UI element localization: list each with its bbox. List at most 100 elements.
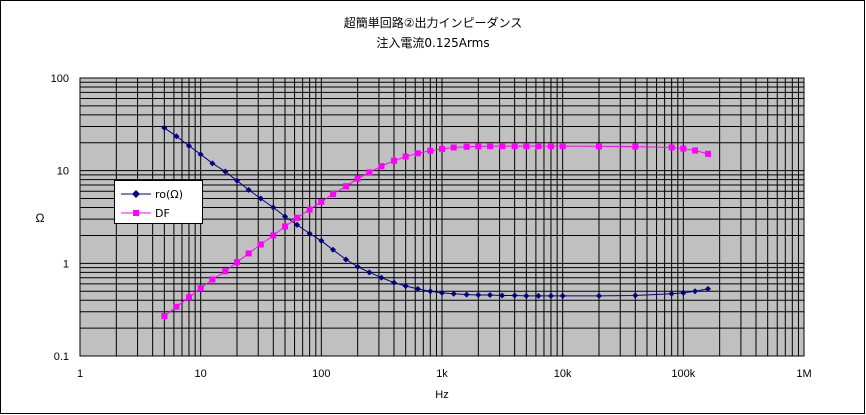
data-point-ro xyxy=(668,290,675,297)
data-point-df xyxy=(463,143,470,150)
data-point-ro xyxy=(233,177,240,184)
legend-label-ro: ro(Ω) xyxy=(155,187,183,201)
data-point-df xyxy=(378,163,385,170)
x-tick-label: 10k xyxy=(554,368,572,380)
data-point-df xyxy=(475,143,482,150)
data-point-ro xyxy=(222,168,229,175)
legend: ro(Ω) DF xyxy=(114,180,203,224)
data-point-ro xyxy=(245,186,252,193)
data-point-df xyxy=(632,143,639,150)
data-point-ro xyxy=(463,291,470,298)
data-point-df xyxy=(197,285,204,292)
data-point-df xyxy=(427,147,434,154)
x-tick-label: 100 xyxy=(312,368,330,380)
data-point-ro xyxy=(342,256,349,263)
data-point-df xyxy=(559,143,566,150)
data-point-ro xyxy=(354,263,361,270)
data-point-ro xyxy=(547,292,554,299)
data-point-ro xyxy=(559,292,566,299)
data-point-ro xyxy=(197,151,204,158)
y-tick-label: 0.1 xyxy=(54,351,69,363)
data-point-ro xyxy=(692,288,699,295)
data-point-ro xyxy=(318,237,325,244)
x-tick-label: 10 xyxy=(195,368,207,380)
legend-swatch-ro xyxy=(121,190,151,198)
data-point-ro xyxy=(282,213,289,220)
data-point-ro xyxy=(185,142,192,149)
data-point-df xyxy=(547,143,554,150)
data-point-df xyxy=(487,143,494,150)
data-point-ro xyxy=(257,195,264,202)
y-axis-label: Ω xyxy=(36,211,45,225)
data-point-ro xyxy=(161,124,168,131)
data-point-df xyxy=(306,206,313,213)
data-point-df xyxy=(668,144,675,151)
data-point-ro xyxy=(270,204,277,211)
x-tick-label: 1 xyxy=(77,368,83,380)
x-axis-ticks: 1 10 100 1k 10k 100k 1M xyxy=(77,368,812,380)
data-point-df xyxy=(680,145,687,152)
data-point-df xyxy=(318,198,325,205)
data-point-df xyxy=(257,241,264,248)
y-tick-label: 100 xyxy=(51,73,69,85)
data-point-ro xyxy=(499,292,506,299)
data-point-ro xyxy=(439,289,445,296)
legend-item-ro: ro(Ω) xyxy=(121,186,183,202)
data-point-ro xyxy=(209,160,216,167)
data-point-ro xyxy=(450,290,457,297)
data-point-df xyxy=(222,268,229,275)
data-point-ro xyxy=(378,274,385,281)
data-point-df xyxy=(402,153,409,160)
y-tick-label: 10 xyxy=(57,166,69,178)
data-point-df xyxy=(245,250,252,257)
series-line-df xyxy=(163,145,709,317)
data-point-ro xyxy=(475,292,482,299)
x-tick-label: 100k xyxy=(671,368,695,380)
legend-label-df: DF xyxy=(155,206,170,220)
plot-border xyxy=(79,77,805,357)
data-point-ro xyxy=(511,292,518,299)
data-point-ro xyxy=(595,292,602,299)
x-axis-label: Hz xyxy=(435,389,448,401)
data-point-df xyxy=(342,183,349,190)
data-point-ro xyxy=(427,288,434,295)
x-tick-label: 1k xyxy=(436,368,448,380)
data-point-ro xyxy=(523,292,530,299)
data-point-ro xyxy=(390,279,397,286)
data-point-ro xyxy=(366,269,373,276)
data-point-df xyxy=(499,143,506,150)
data-point-ro xyxy=(294,221,301,228)
data-point-df xyxy=(704,150,711,157)
data-point-ro xyxy=(173,133,180,140)
series-line-ro xyxy=(164,127,709,297)
chart-title: 超簡単回路②出力インピーダンス xyxy=(343,16,523,30)
data-point-df xyxy=(450,144,457,151)
series-layer xyxy=(161,124,711,320)
data-point-df xyxy=(173,303,180,310)
data-point-df xyxy=(390,157,397,164)
data-point-df xyxy=(366,169,373,176)
data-point-ro xyxy=(704,285,711,292)
data-point-ro xyxy=(487,292,494,299)
data-point-ro xyxy=(306,230,313,237)
data-point-df xyxy=(233,259,240,266)
data-point-ro xyxy=(680,289,687,296)
data-point-df xyxy=(209,276,216,283)
data-point-ro xyxy=(414,285,421,292)
data-point-df xyxy=(161,313,168,320)
chart-subtitle: 注入電流0.125Arms xyxy=(376,36,490,50)
data-point-ro xyxy=(632,292,639,299)
data-point-df xyxy=(185,294,192,301)
data-point-df xyxy=(294,214,301,221)
data-point-ro xyxy=(402,282,409,289)
data-point-df xyxy=(414,150,421,157)
data-point-ro xyxy=(330,246,337,253)
data-point-df xyxy=(330,191,337,198)
y-axis-ticks: 0.1 1 10 100 xyxy=(51,73,69,363)
data-point-df xyxy=(523,143,530,150)
y-tick-label: 1 xyxy=(63,258,69,270)
data-point-df xyxy=(511,143,518,150)
data-point-df xyxy=(270,232,277,239)
data-point-df xyxy=(439,145,445,152)
